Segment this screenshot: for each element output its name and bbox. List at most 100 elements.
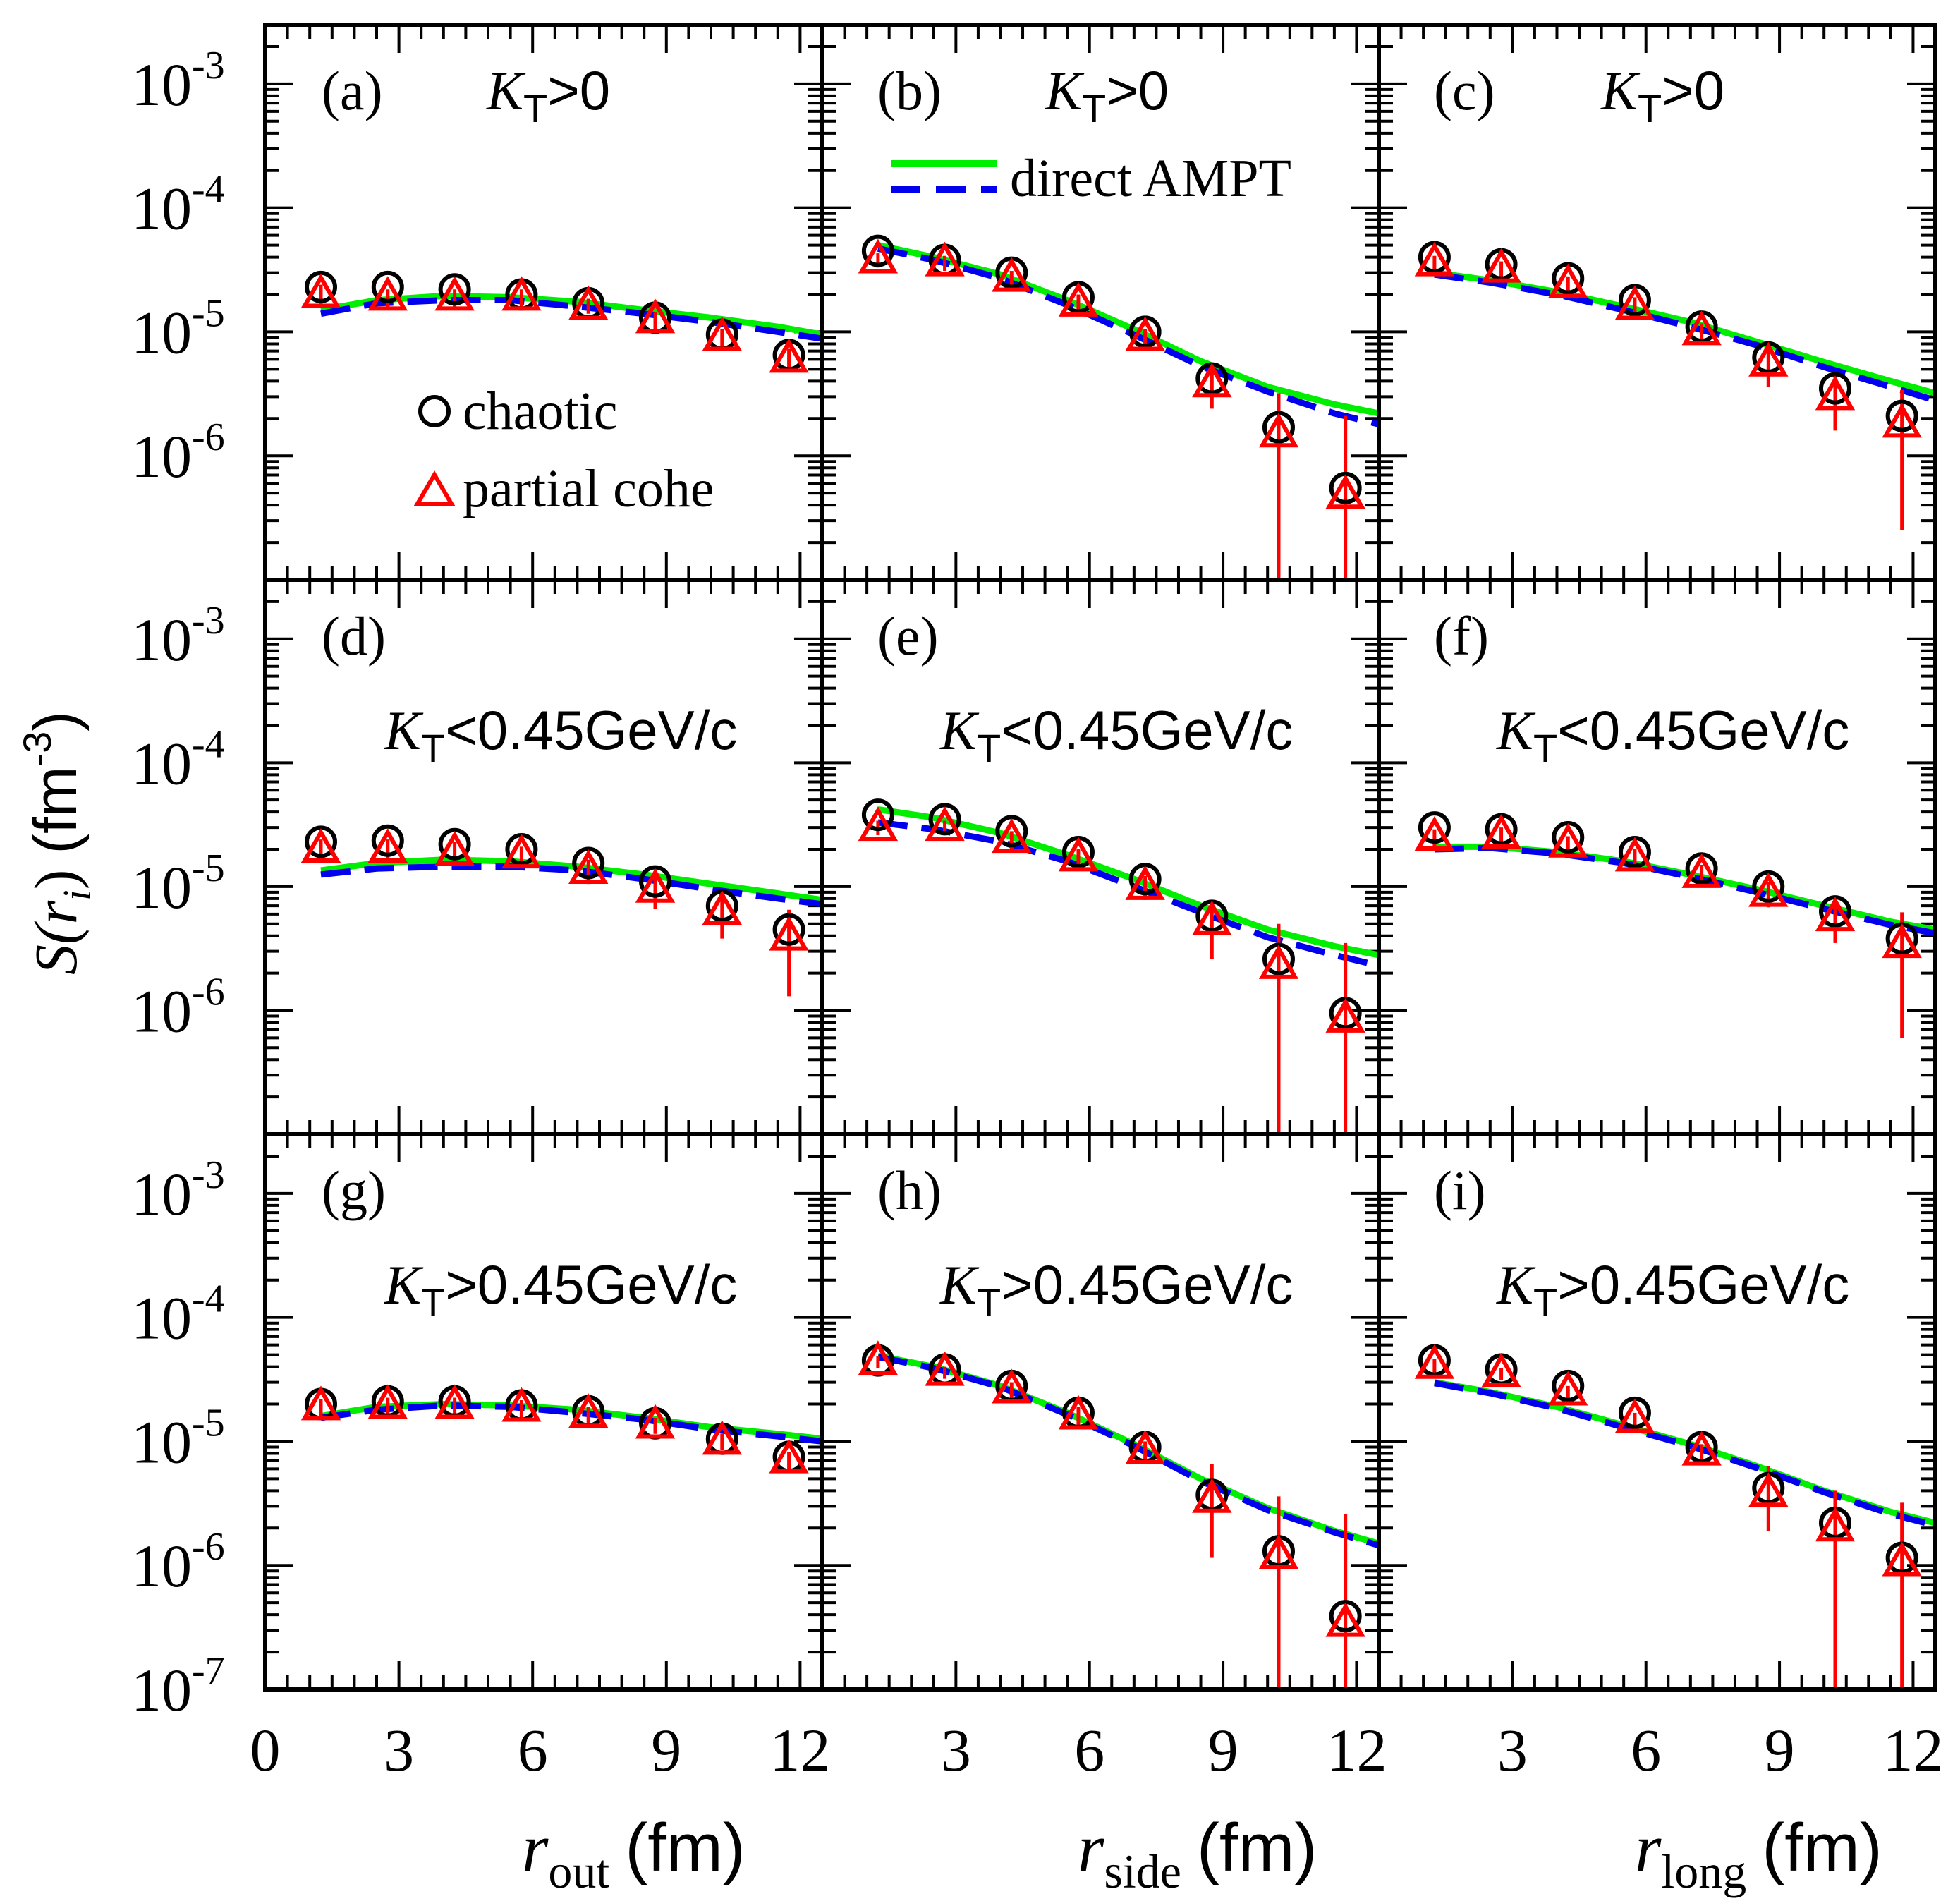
panel-label-e: (e) — [877, 605, 939, 667]
y-tick-label: 10-3 — [131, 44, 225, 119]
partial-point-i-6 — [1815, 1507, 1856, 1542]
y-tick-label: 10-6 — [131, 970, 225, 1045]
partial-point-g-4 — [568, 1393, 609, 1428]
partial-point-e-0 — [858, 806, 899, 842]
partial-point-b-5 — [1192, 363, 1232, 398]
chaotic-point-d-0 — [305, 825, 337, 858]
kt-label-c: KT>0 — [1600, 59, 1724, 130]
partial-point-a-5 — [635, 298, 676, 334]
partial-point-a-3 — [501, 276, 542, 311]
y-tick-label-exp: -3 — [192, 1153, 225, 1197]
x-axis-title-out: rout (fm) — [522, 1810, 745, 1898]
panel-label-i: (i) — [1434, 1160, 1486, 1221]
y-tick-label-exp: -6 — [192, 970, 225, 1014]
y-tick-label-base: 10 — [131, 1408, 192, 1476]
kt-label-g: KT>0.45GeV/c — [384, 1253, 737, 1325]
partial-point-h-0 — [858, 1340, 899, 1375]
y-tick-label: 10-7 — [131, 1649, 225, 1724]
y-tick-label-base: 10 — [131, 298, 192, 366]
partial-point-i-0 — [1414, 1344, 1455, 1379]
chaotic-point-c-7 — [1885, 399, 1918, 432]
chaotic-point-f-0 — [1418, 811, 1451, 844]
y-tick-label: 10-4 — [131, 722, 225, 797]
y-tick-label-base: 10 — [131, 423, 192, 490]
y-axis-title: S(ri)(fm-3) — [15, 711, 99, 975]
y-tick-label: 10-3 — [131, 1153, 225, 1228]
legend-chaotic-label: chaotic — [463, 382, 617, 441]
direct-ampt-solid-line-e — [877, 806, 1380, 959]
panel-i: (i) — [1377, 1132, 1937, 1692]
y-tick-label-base: 10 — [131, 729, 192, 797]
x-tick-label: 6 — [1631, 1716, 1661, 1784]
x-tick-label: 6 — [518, 1716, 548, 1784]
partial-point-g-5 — [635, 1404, 676, 1439]
partial-point-f-6 — [1815, 897, 1856, 932]
y-tick-label-base: 10 — [131, 606, 192, 674]
partial-point-d-0 — [300, 828, 341, 863]
y-tick-label-exp: -6 — [192, 415, 225, 459]
panel-label-g: (g) — [322, 1160, 386, 1221]
direct-ampt-dashed-line-c — [1434, 271, 1937, 403]
y-tick-label-exp: -6 — [192, 1525, 225, 1569]
y-tick-label: 10-5 — [131, 846, 225, 921]
partial-point-d-4 — [568, 849, 609, 884]
partial-point-f-3 — [1614, 837, 1655, 872]
partial-point-b-7 — [1325, 474, 1365, 509]
partial-point-f-1 — [1481, 814, 1521, 849]
partial-point-h-7 — [1325, 1602, 1365, 1637]
partial-point-e-1 — [925, 806, 965, 842]
partial-point-c-2 — [1548, 263, 1588, 298]
partial-point-i-7 — [1882, 1541, 1922, 1577]
partial-point-c-0 — [1414, 241, 1455, 277]
partial-point-b-3 — [1058, 281, 1099, 317]
y-tick-label-exp: -4 — [192, 1277, 225, 1321]
direct-ampt-dashed-line-h — [877, 1354, 1380, 1549]
partial-point-f-2 — [1548, 822, 1588, 858]
partial-point-b-6 — [1258, 413, 1299, 448]
y-tick-label-exp: -5 — [192, 291, 225, 335]
partial-point-b-4 — [1125, 316, 1165, 351]
partial-point-c-4 — [1681, 310, 1722, 346]
x-tick-label: 6 — [1074, 1716, 1104, 1784]
panel-label-f: (f) — [1434, 605, 1489, 667]
kt-label-b: KT>0 — [1045, 59, 1169, 130]
chaotic-point-b-0 — [861, 234, 894, 267]
x-axis-title-side: rside (fm) — [1078, 1810, 1317, 1898]
partial-point-f-4 — [1681, 853, 1722, 888]
partial-point-g-6 — [702, 1420, 742, 1455]
panel-label-c: (c) — [1434, 60, 1495, 121]
panel-g: (g) — [263, 1132, 824, 1692]
partial-point-i-3 — [1614, 1398, 1655, 1433]
partial-point-h-4 — [1125, 1429, 1165, 1464]
partial-point-e-6 — [1258, 944, 1299, 979]
panel-label-d: (d) — [322, 605, 386, 667]
kt-label-d: KT<0.45GeV/c — [384, 699, 737, 770]
panel-h: (h) — [820, 1132, 1381, 1692]
y-tick-label: 10-5 — [131, 291, 225, 366]
y-tick-label-exp: -4 — [192, 722, 225, 766]
x-tick-label: 9 — [1208, 1716, 1238, 1784]
chaotic-point-a-2 — [438, 273, 471, 306]
y-tick-label-exp: -5 — [192, 1401, 225, 1445]
partial-point-g-2 — [434, 1384, 475, 1419]
partial-point-e-3 — [1058, 837, 1099, 872]
x-tick-label: 12 — [1882, 1716, 1943, 1784]
chaotic-point-e-0 — [861, 798, 894, 832]
chaotic-point-d-7 — [772, 913, 805, 946]
y-tick-label-base: 10 — [131, 1160, 192, 1228]
partial-point-c-3 — [1614, 285, 1655, 320]
y-tick-label: 10-6 — [131, 415, 225, 490]
partial-point-h-6 — [1258, 1534, 1299, 1569]
direct-ampt-dashed-line-f — [1434, 844, 1936, 937]
partial-point-g-3 — [501, 1387, 542, 1422]
y-tick-label-exp: -3 — [192, 599, 225, 643]
y-tick-label: 10-4 — [131, 1277, 225, 1352]
direct-ampt-dashed-line-i — [1434, 1380, 1937, 1529]
partial-point-g-1 — [367, 1384, 408, 1419]
x-tick-label: 3 — [1497, 1716, 1528, 1784]
partial-point-a-7 — [769, 338, 809, 373]
partial-point-i-5 — [1748, 1472, 1789, 1507]
legend-direct-label: direct AMPT — [1010, 149, 1291, 208]
partial-point-c-6 — [1815, 375, 1856, 411]
